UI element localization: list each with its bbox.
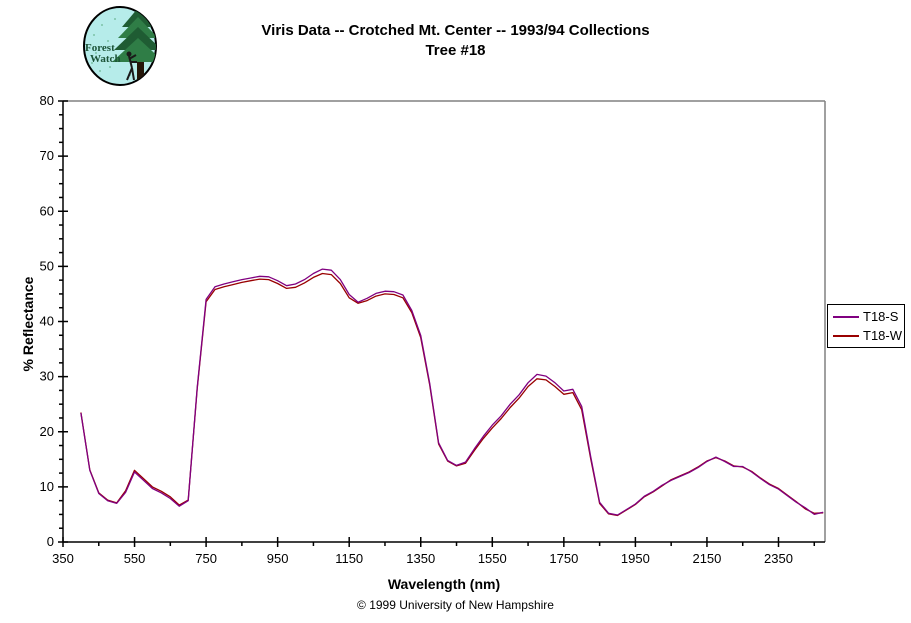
copyright-footer: © 1999 University of New Hampshire bbox=[357, 598, 554, 612]
svg-text:30: 30 bbox=[40, 369, 54, 384]
svg-text:2350: 2350 bbox=[764, 551, 793, 566]
legend-swatch-t18-w bbox=[833, 334, 859, 337]
legend-entry-t18-s: T18-S bbox=[833, 309, 904, 324]
legend: T18-S T18-W bbox=[827, 304, 905, 348]
x-axis: 350 550 750 950 1150 1350 1550 1750 1950 2150 2350 bbox=[52, 537, 816, 566]
svg-text:750: 750 bbox=[195, 551, 217, 566]
svg-text:2150: 2150 bbox=[692, 551, 721, 566]
legend-label-t18-s: T18-S bbox=[863, 309, 899, 324]
svg-text:550: 550 bbox=[124, 551, 146, 566]
person-icon bbox=[126, 51, 137, 81]
svg-text:40: 40 bbox=[40, 314, 54, 329]
svg-text:10: 10 bbox=[40, 479, 54, 494]
chart-title-line2: Tree #18 bbox=[425, 42, 486, 59]
svg-text:0: 0 bbox=[47, 534, 54, 549]
svg-text:20: 20 bbox=[40, 424, 54, 439]
svg-text:350: 350 bbox=[52, 551, 74, 566]
svg-text:1350: 1350 bbox=[406, 551, 435, 566]
svg-text:1750: 1750 bbox=[549, 551, 578, 566]
forest-watch-logo: Forest Watch bbox=[83, 6, 157, 86]
y-axis: 0 10 20 30 40 50 60 70 80 bbox=[40, 93, 68, 549]
logo-text-forest: Forest bbox=[85, 42, 115, 54]
series-t18-w-line bbox=[80, 272, 824, 517]
svg-text:50: 50 bbox=[40, 258, 54, 273]
legend-swatch-t18-s bbox=[833, 315, 859, 318]
legend-label-t18-w: T18-W bbox=[863, 328, 902, 343]
y-axis-title: % Reflectance bbox=[20, 276, 36, 372]
legend-entry-t18-w: T18-W bbox=[833, 328, 904, 343]
chart-title-line1: Viris Data -- Crotched Mt. Center -- 199… bbox=[261, 22, 650, 39]
chart-title: Viris Data -- Crotched Mt. Center -- 199… bbox=[0, 21, 911, 61]
logo-text-watch: Watch bbox=[90, 53, 121, 65]
svg-text:60: 60 bbox=[40, 203, 54, 218]
svg-text:70: 70 bbox=[40, 148, 54, 163]
svg-text:1950: 1950 bbox=[621, 551, 650, 566]
series-t18-s-line bbox=[80, 268, 824, 516]
logo-speckles bbox=[91, 18, 131, 76]
svg-text:950: 950 bbox=[267, 551, 289, 566]
x-axis-title: Wavelength (nm) bbox=[387, 576, 501, 592]
svg-text:80: 80 bbox=[40, 93, 54, 108]
tree-icon bbox=[112, 8, 156, 81]
plot-frame bbox=[62, 100, 826, 543]
svg-text:1150: 1150 bbox=[335, 551, 363, 566]
svg-text:1550: 1550 bbox=[478, 551, 507, 566]
